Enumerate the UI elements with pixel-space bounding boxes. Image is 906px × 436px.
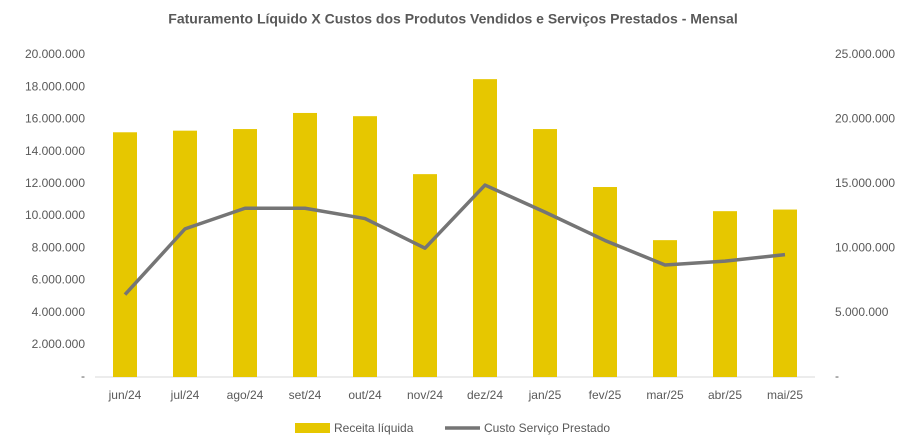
x-tick-label: abr/25 (708, 388, 742, 402)
y2-tick-label: 25.000.000 (835, 47, 895, 61)
y2-tick-label: 15.000.000 (835, 176, 895, 190)
bar (713, 211, 737, 377)
bar (593, 187, 617, 377)
legend-label: Custo Serviço Prestado (484, 421, 610, 435)
x-tick-label: fev/25 (589, 388, 622, 402)
bar (473, 79, 497, 378)
x-tick-label: dez/24 (467, 388, 503, 402)
legend-label: Receita líquida (334, 421, 414, 435)
y-tick-label: 18.000.000 (25, 79, 85, 93)
y2-tick-label: 10.000.000 (835, 240, 895, 254)
y-tick-label: 2.000.000 (32, 337, 86, 351)
x-tick-label: set/24 (289, 388, 322, 402)
y-tick-label: 20.000.000 (25, 47, 85, 61)
bar (353, 116, 377, 378)
bar (113, 132, 137, 377)
y-tick-label: 16.000.000 (25, 112, 85, 126)
y-tick-label: 12.000.000 (25, 176, 85, 190)
x-tick-label: jun/24 (108, 388, 142, 402)
x-tick-label: jan/25 (528, 388, 562, 402)
bar (533, 129, 557, 377)
x-tick-label: out/24 (348, 388, 382, 402)
x-tick-label: mai/25 (767, 388, 803, 402)
legend-swatch (295, 423, 330, 433)
y2-tick-label: - (835, 369, 839, 383)
x-tick-label: nov/24 (407, 388, 443, 402)
chart-title: Faturamento Líquido X Custos dos Produto… (168, 11, 737, 27)
y-tick-label: 8.000.000 (32, 240, 86, 254)
y-tick-label: 4.000.000 (32, 305, 86, 319)
bar (293, 112, 317, 378)
y2-tick-label: 5.000.000 (835, 305, 889, 319)
x-tick-label: ago/24 (227, 388, 264, 402)
y-tick-label: 14.000.000 (25, 144, 85, 158)
y-tick-label: 6.000.000 (32, 273, 86, 287)
line (123, 183, 786, 296)
bar (773, 209, 797, 377)
bar (173, 130, 197, 377)
y-tick-label: - (81, 369, 85, 383)
bar (413, 174, 437, 377)
y-tick-label: 10.000.000 (25, 208, 85, 222)
x-tick-label: jul/24 (170, 388, 200, 402)
y2-tick-label: 20.000.000 (835, 112, 895, 126)
bar (233, 129, 257, 377)
x-tick-label: mar/25 (646, 388, 684, 402)
